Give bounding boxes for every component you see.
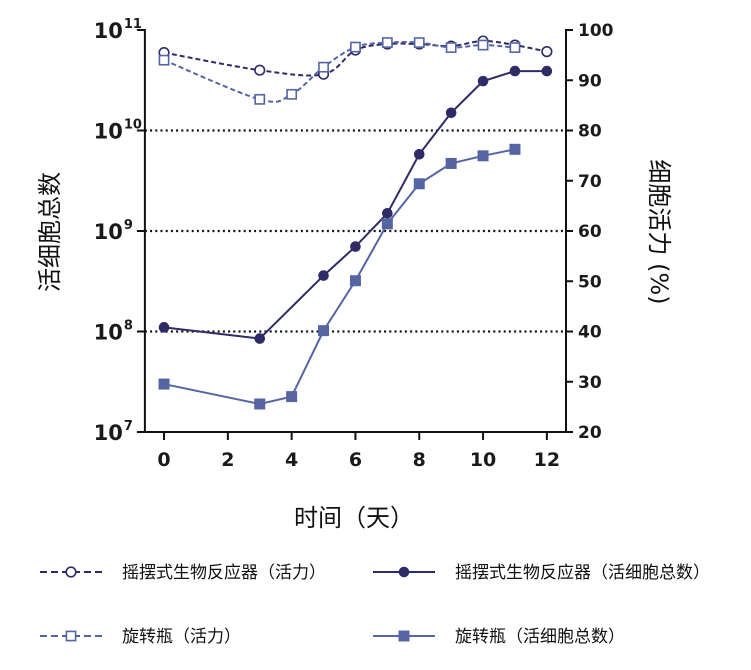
y-right-axis-title: 细胞活力 (%)	[645, 159, 673, 304]
legend: 摇摆式生物反应器（活力） 摇摆式生物反应器（活细胞总数） 旋转瓶（活力） 旋转瓶（活细…	[40, 563, 710, 647]
series-1-point-8	[509, 65, 521, 77]
y-right-tick-label-60: 60	[578, 222, 602, 242]
y-right-tick-label-90: 90	[578, 71, 602, 91]
series-2-line	[163, 40, 516, 103]
y-right-tick-label-20: 20	[578, 423, 602, 443]
y-right-tick-label-30: 30	[578, 373, 602, 393]
y-left-tick-exponent-1e8: 8	[124, 319, 133, 334]
series-3-point-3	[318, 325, 330, 337]
y-left-tick-exponent-1e9: 9	[124, 218, 133, 233]
y-right-tick-label-40: 40	[578, 323, 602, 343]
series-2-point-8	[477, 39, 489, 51]
grid-layer	[144, 129, 566, 333]
x-tick-label-4: 4	[285, 449, 298, 471]
y-right-tick-label-100: 100	[578, 21, 614, 41]
series-1-point-5	[413, 148, 425, 160]
y-left-tick-label-1e11: 10	[94, 19, 123, 43]
series-0-point-1	[254, 64, 266, 76]
y-left-tick-label-1e10: 10	[94, 120, 123, 144]
legend-swatch-marker-1	[398, 566, 410, 578]
series-2-point-1	[254, 93, 266, 105]
legend-label-1: 摇摆式生物反应器（活细胞总数）	[455, 563, 710, 583]
series-3-point-9	[509, 143, 521, 155]
titles-layer: 时间（天） 活细胞总数 细胞活力 (%)	[36, 159, 673, 532]
series-1-point-3	[350, 241, 361, 252]
series-2-point-6	[413, 37, 425, 48]
y-left-tick-label-1e8: 10	[94, 321, 123, 345]
y-left-tick-exponent-1e10: 10	[124, 118, 142, 133]
series-1-point-2	[318, 270, 329, 281]
series-3-point-4	[349, 275, 361, 287]
series-1-point-9	[541, 65, 553, 77]
y-right-tick-label-70: 70	[578, 172, 602, 192]
series-2-point-3	[318, 61, 329, 73]
series-3-point-0	[158, 378, 170, 390]
series-3-point-2	[286, 391, 298, 403]
series-2-point-7	[445, 42, 457, 53]
y-left-tick-label-1e9: 10	[94, 220, 123, 244]
series-1-point-1	[254, 333, 266, 344]
y-right-tick-label-50: 50	[578, 272, 602, 292]
series-layer	[158, 35, 553, 410]
legend-swatch-marker-0	[65, 566, 77, 578]
legend-label-3: 旋转瓶（活细胞总数）	[455, 627, 625, 647]
y-left-axis-title: 活细胞总数	[36, 172, 64, 292]
legend-swatch-marker-3	[398, 630, 410, 642]
series-3-point-7	[445, 157, 457, 169]
legend-label-0: 摇摆式生物反应器（活力）	[122, 563, 326, 583]
series-3-point-5	[381, 218, 393, 230]
x-tick-label-12: 12	[534, 449, 560, 471]
series-1	[158, 65, 553, 344]
legend-item-1: 摇摆式生物反应器（活细胞总数）	[373, 563, 710, 583]
series-2-point-4	[350, 41, 361, 53]
series-1-point-4	[382, 208, 393, 219]
series-2-point-9	[509, 42, 521, 53]
y-right-tick-label-80: 80	[578, 122, 602, 142]
series-3	[158, 143, 521, 410]
series-3-point-8	[477, 150, 489, 162]
x-tick-label-2: 2	[221, 449, 234, 471]
y-left-tick-label-1e7: 10	[94, 421, 123, 445]
series-1-line	[163, 70, 547, 340]
series-1-point-0	[158, 322, 170, 333]
series-3-point-6	[413, 178, 425, 190]
series-2-point-5	[381, 37, 393, 48]
series-1-point-7	[477, 75, 489, 87]
series-2	[158, 37, 521, 105]
legend-item-0: 摇摆式生物反应器（活力）	[40, 563, 326, 583]
legend-item-3: 旋转瓶（活细胞总数）	[373, 627, 625, 647]
y-left-tick-exponent-1e11: 11	[124, 17, 142, 32]
legend-label-2: 旋转瓶（活力）	[122, 627, 241, 647]
series-2-point-2	[286, 88, 298, 100]
legend-item-2: 旋转瓶（活力）	[40, 627, 241, 647]
series-0-point-9	[541, 46, 553, 58]
x-tick-label-6: 6	[349, 449, 362, 471]
legend-swatch-marker-2	[65, 630, 77, 642]
x-axis-title: 时间（天）	[294, 504, 414, 532]
series-0-line	[163, 40, 548, 77]
series-2-point-0	[158, 54, 170, 66]
series-3-point-1	[254, 398, 266, 410]
x-tick-label-10: 10	[470, 449, 496, 471]
series-3-line	[163, 148, 516, 406]
x-tick-label-0: 0	[157, 449, 170, 471]
series-1-point-6	[445, 107, 457, 119]
y-left-tick-exponent-1e7: 7	[124, 419, 133, 434]
x-tick-label-8: 8	[413, 449, 426, 471]
